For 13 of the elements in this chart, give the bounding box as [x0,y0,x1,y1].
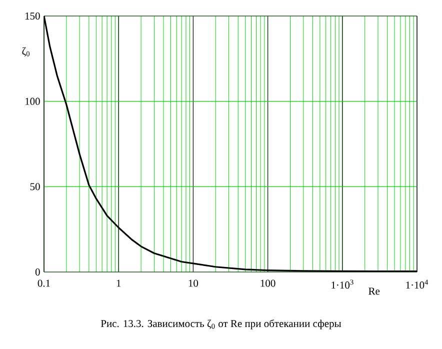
y-tick-label: 0 [35,268,40,276]
x-tick-label: 10 [188,280,198,287]
x-tick-label: 1·10$^{4}$ [406,280,428,289]
text: Рис. 13.3. Зависимость ζ$_{0}$ от Re при обтекании сферы [100,319,342,330]
x-tick-label: 1 [116,280,121,287]
x-axis-title: Re [368,288,380,295]
y-axis-title: ζ$_{0}$ [22,47,30,56]
x-tick-label: 0.1 [38,280,50,287]
y-tick-label: 100 [25,98,40,105]
x-tick-label: 100 [260,280,276,287]
x-tick-label: 1·10$^{3}$ [332,280,354,289]
y-tick-label: 50 [30,183,40,190]
y-tick-label: 150 [25,12,40,20]
